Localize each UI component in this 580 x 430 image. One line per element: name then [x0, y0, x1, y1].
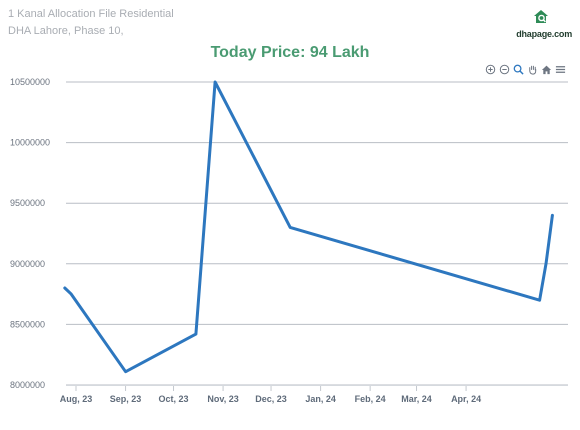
y-tick-label: 8500000	[10, 319, 45, 329]
y-tick-label: 9500000	[10, 198, 45, 208]
series-line-0	[63, 80, 554, 374]
x-tick-label: Mar, 24	[401, 394, 432, 404]
chart-toolbar	[485, 64, 566, 75]
home-icon[interactable]	[541, 64, 552, 75]
x-tick-label: Jan, 24	[305, 394, 336, 404]
house-magnifier-icon	[534, 10, 548, 23]
x-tick-label: Dec, 23	[255, 394, 287, 404]
x-tick-label: Nov, 23	[207, 394, 238, 404]
y-tick-label: 9000000	[10, 259, 45, 269]
y-tick-label: 8000000	[10, 380, 45, 390]
x-tick-label: Sep, 23	[110, 394, 142, 404]
menu-icon[interactable]	[555, 64, 566, 75]
x-tick-label: Aug, 23	[60, 394, 93, 404]
x-tick-label: Feb, 24	[355, 394, 386, 404]
x-tick-label: Apr, 24	[451, 394, 481, 404]
magnify-icon[interactable]	[513, 64, 524, 75]
brand-logo[interactable]: dhapage.com	[502, 8, 572, 40]
listing-location: DHA Lahore, Phase 10,	[8, 25, 124, 37]
listing-title: 1 Kanal Allocation File Residential	[8, 8, 174, 20]
y-tick-label: 10000000	[10, 138, 50, 148]
brand-name: dhapage.com	[516, 29, 572, 39]
zoom-in-icon[interactable]	[485, 64, 496, 75]
today-price-title: Today Price: 94 Lakh	[210, 44, 370, 61]
x-tick-label: Oct, 23	[159, 394, 189, 404]
pan-icon[interactable]	[527, 64, 538, 75]
y-tick-label: 10500000	[10, 77, 50, 87]
zoom-out-icon[interactable]	[499, 64, 510, 75]
